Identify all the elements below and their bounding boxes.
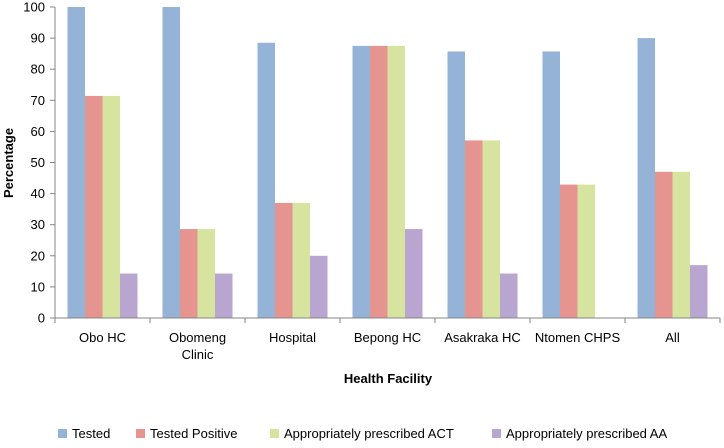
y-tick-label: 100 [23,0,45,15]
bar-appropriately-prescribed-act-2 [292,202,310,318]
y-tick-label: 80 [31,62,45,77]
x-tick-label: Ntomen CHPS [535,330,621,345]
x-tick-label: Hospital [269,330,316,345]
bar-appropriately-prescribed-act-5 [577,184,595,318]
x-tick-label: Obo HC [79,330,126,345]
legend-swatch [136,429,145,438]
x-tick-label: All [665,330,680,345]
legend-label: Tested [72,426,110,441]
y-tick-label: 70 [31,93,45,108]
bar-appropriately-prescribed-aa-2 [310,255,328,318]
legend-label: Tested Positive [150,426,237,441]
y-tick-label: 50 [31,155,45,170]
y-tick-label: 30 [31,217,45,232]
y-axis-title: Percentage [1,128,16,198]
bar-tested-positive-5 [560,184,578,318]
bar-appropriately-prescribed-aa-0 [120,273,138,318]
bar-appropriately-prescribed-act-6 [672,171,690,318]
bar-tested-2 [257,42,275,318]
bar-appropriately-prescribed-aa-6 [690,265,708,318]
x-tick-label: Obomeng Clinic [169,330,226,362]
bar-tested-positive-2 [275,202,293,318]
x-axis: Obo HC Obomeng Clinic Hospital Bepong HC Asak… [54,317,721,362]
bar-tested-0 [67,7,85,318]
bar-tested-1 [162,7,180,318]
y-tick-label: 60 [31,124,45,139]
y-tick-label: 10 [31,279,45,294]
legend-swatch [492,429,501,438]
bar-appropriately-prescribed-act-3 [387,45,405,318]
bar-appropriately-prescribed-aa-1 [215,273,233,318]
legend: Tested Tested Positive Appropriately presc… [58,426,667,441]
bar-tested-positive-4 [465,140,483,318]
bar-tested-5 [542,51,560,319]
bar-tested-positive-0 [85,95,103,318]
y-tick-label: 0 [38,311,45,326]
bar-tested-positive-3 [370,45,388,318]
legend-swatch [270,429,279,438]
bar-tested-6 [637,38,655,318]
bars [67,7,708,319]
bar-tested-positive-1 [180,229,198,318]
y-tick-label: 20 [31,248,45,263]
bar-appropriately-prescribed-act-0 [102,95,120,318]
bar-appropriately-prescribed-act-1 [197,229,215,318]
x-axis-title: Health Facility [344,371,433,386]
legend-label: Appropriately prescribed AA [506,426,667,441]
x-tick-label: Bepong HC [354,330,421,345]
y-axis: 0 10 20 30 40 50 60 70 80 90 100 [23,0,56,326]
x-tick-label: Asakraka HC [444,330,521,345]
bar-tested-4 [447,51,465,319]
legend-swatch [58,429,67,438]
bar-appropriately-prescribed-act-4 [482,140,500,318]
y-tick-label: 90 [31,31,45,46]
bar-appropriately-prescribed-aa-3 [405,229,423,318]
legend-label: Appropriately prescribed ACT [284,426,454,441]
bar-tested-3 [352,45,370,318]
bar-appropriately-prescribed-aa-4 [500,273,518,318]
bar-tested-positive-6 [655,171,673,318]
y-tick-label: 40 [31,186,45,201]
